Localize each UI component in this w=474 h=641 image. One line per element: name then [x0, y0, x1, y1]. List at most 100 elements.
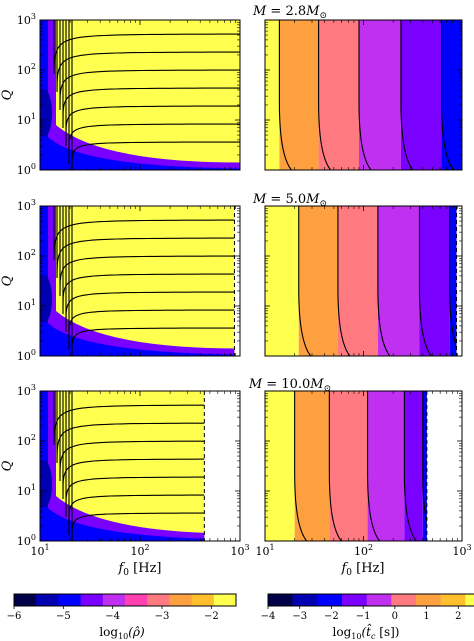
excluded-region — [456, 206, 462, 356]
rho-region-lowest — [40, 275, 52, 323]
panel-frame — [264, 19, 463, 171]
colorbar-swatch — [169, 594, 193, 606]
row2-ylabel: Q — [0, 275, 15, 286]
panel-frame — [39, 390, 241, 542]
row1-tc-panel — [264, 19, 463, 171]
colorbar-swatch — [342, 594, 368, 606]
tc-band — [337, 206, 378, 356]
tc-band — [358, 20, 401, 170]
colorbar-swatch — [14, 594, 37, 606]
tc-band — [367, 391, 405, 541]
excluded-region — [204, 391, 240, 541]
excluded-region — [234, 206, 240, 356]
colorbar-swatch — [36, 594, 59, 606]
colorbar-tick-label: −3 — [292, 611, 307, 622]
tc-band — [400, 20, 442, 170]
colorbar-tick-label: 2 — [455, 611, 461, 622]
colorbar-swatch — [102, 594, 126, 606]
colorbar-swatch — [213, 594, 237, 606]
rho-region-lower — [40, 20, 240, 170]
y-tick-label: 103 — [17, 12, 36, 27]
tc-contour — [441, 20, 454, 170]
colorbar-tick-label: −3 — [155, 611, 170, 622]
colorbar-tick-label: −6 — [7, 611, 22, 622]
tc-band — [265, 20, 280, 170]
tc-band — [298, 206, 338, 356]
colorbar-tick-label: −4 — [261, 611, 276, 622]
y-tick-label: 102 — [17, 248, 36, 263]
colorbar-swatch — [391, 594, 417, 606]
colorbar-swatch — [440, 594, 466, 606]
tc-band — [265, 391, 295, 541]
tc-band — [329, 391, 368, 541]
row3-ylabel: Q — [0, 460, 15, 471]
y-tick-label: 101 — [17, 483, 36, 498]
colorbar-swatch — [125, 594, 148, 606]
tc-band — [318, 20, 359, 170]
tc-band — [404, 391, 423, 541]
rho-region-lowest — [40, 89, 52, 137]
row3-title: M = 10.0M⊙ — [248, 377, 331, 394]
rho-contour — [71, 206, 240, 356]
tc-colorbar: −4−3−2−10123 — [261, 593, 474, 622]
rho-colorbar: −6 −5 −4 −3 −2 — [7, 593, 237, 622]
panel-frame — [39, 205, 241, 357]
y-tick-label: 102 — [17, 433, 36, 448]
x-tick-label: 102 — [130, 543, 149, 558]
tc-contour — [400, 20, 414, 170]
rho-region-lower — [40, 391, 240, 541]
x-tick-label: 103 — [452, 543, 471, 558]
tc-band — [441, 20, 462, 170]
rho-region-lower — [40, 206, 240, 356]
rho-contour — [71, 20, 240, 170]
tc-contour — [367, 391, 381, 541]
tc-band — [419, 206, 450, 356]
panel-frame — [39, 19, 241, 171]
colorbar-tick-label: −2 — [204, 611, 219, 622]
y-tick-label: 100 — [17, 348, 36, 363]
tc-contour — [294, 391, 308, 541]
colorbar-tick-label: −1 — [356, 611, 371, 622]
colorbar-swatch — [416, 594, 442, 606]
x-tick-label: 101 — [30, 543, 49, 558]
row2-title: M = 5.0M⊙ — [252, 192, 327, 209]
y-tick-label: 101 — [17, 112, 36, 127]
tc-contour — [337, 206, 351, 356]
tc-colorbar-label: log10(t̂c [s]) — [333, 622, 400, 641]
x-tick-label: 102 — [354, 543, 373, 558]
row2-tc-panel — [264, 205, 463, 357]
y-tick-label: 103 — [17, 383, 36, 398]
right-xlabel: f0 [Hz] — [340, 561, 384, 578]
y-tick-label: 100 — [17, 162, 36, 177]
tc-contour — [298, 206, 312, 356]
colorbar-swatch — [268, 594, 294, 606]
row1-ylabel: Q — [0, 89, 15, 100]
row3-tc-panel: 101 102 103 — [255, 390, 472, 558]
tc-band — [377, 206, 420, 356]
rho-contour — [71, 391, 240, 541]
colorbar-tick-label: −5 — [56, 611, 71, 622]
excluded-region — [426, 391, 462, 541]
tc-contour — [278, 20, 292, 170]
x-tick-label: 103 — [230, 543, 249, 558]
y-tick-label: 103 — [17, 198, 36, 213]
y-tick-label: 101 — [17, 298, 36, 313]
left-xlabel: f0 [Hz] — [117, 561, 161, 578]
tc-contour — [377, 206, 391, 356]
colorbar-swatch — [465, 594, 474, 606]
colorbar-swatch — [366, 594, 392, 606]
colorbar-swatch — [191, 594, 215, 606]
panel-frame — [264, 205, 463, 357]
y-tick-label: 100 — [17, 533, 36, 548]
rho-colorbar-label: log10(ρ̂) — [99, 625, 145, 641]
tc-band — [279, 20, 319, 170]
colorbar-swatch — [58, 594, 82, 606]
colorbar-tick-label: −4 — [105, 611, 120, 622]
tc-contour — [403, 391, 417, 541]
tc-band — [294, 391, 330, 541]
colorbar-tick-label: −2 — [324, 611, 339, 622]
colorbar-frame — [13, 593, 237, 607]
tc-contour — [418, 206, 432, 356]
